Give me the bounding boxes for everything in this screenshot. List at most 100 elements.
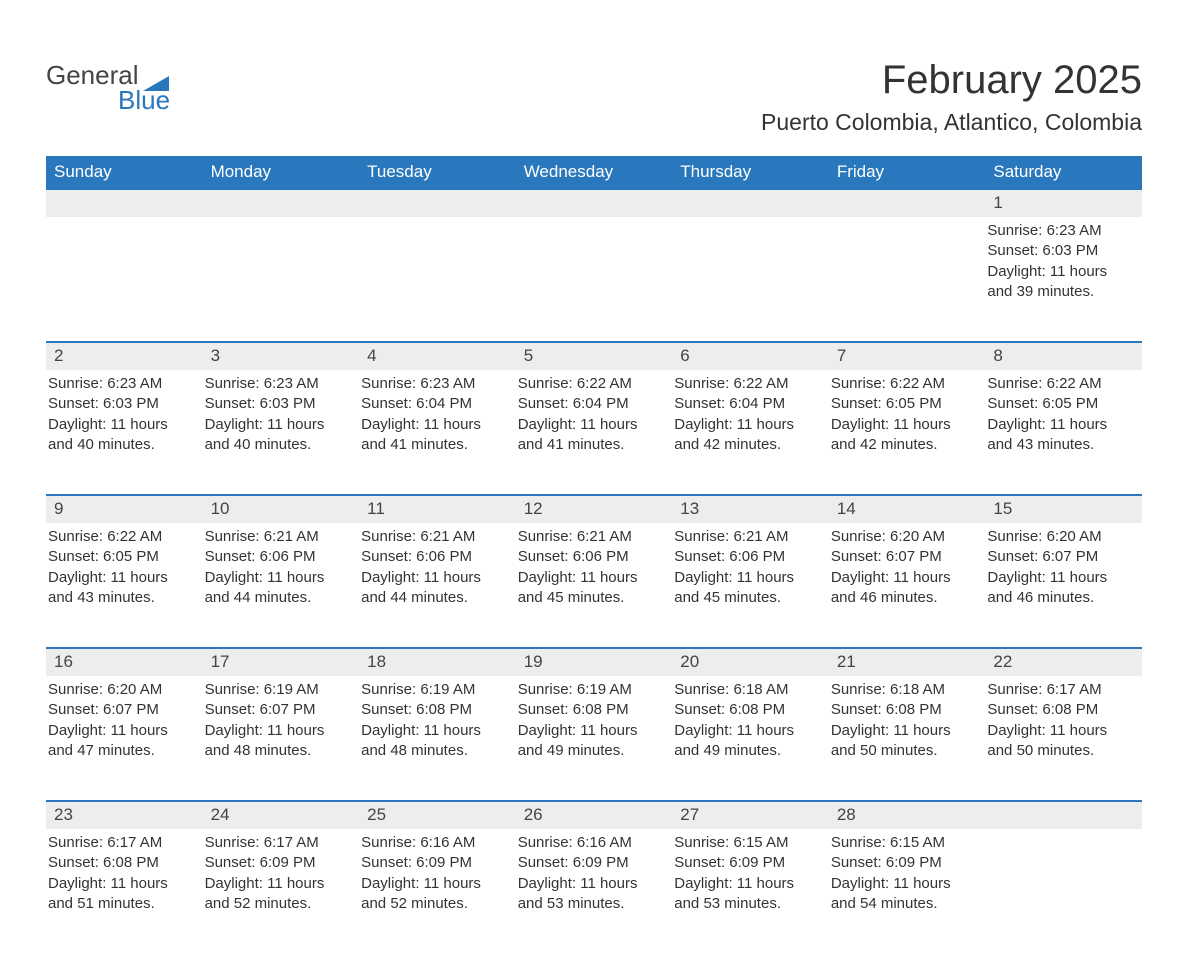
sunset-text: Sunset: 6:08 PM: [831, 700, 980, 720]
empty-day-detail: [672, 217, 829, 323]
weekday-header: Saturday: [985, 156, 1142, 188]
empty-day-detail: [829, 217, 986, 323]
daylight-text-line2: and 45 minutes.: [674, 588, 823, 608]
day-number: 1: [985, 190, 1142, 217]
sunrise-text: Sunrise: 6:16 AM: [518, 833, 667, 853]
day-detail: Sunrise: 6:22 AMSunset: 6:04 PMDaylight:…: [516, 370, 673, 476]
daylight-text-line2: and 40 minutes.: [48, 435, 197, 455]
daylight-text-line2: and 50 minutes.: [831, 741, 980, 761]
weekday-header: Tuesday: [359, 156, 516, 188]
sunset-text: Sunset: 6:08 PM: [48, 853, 197, 873]
month-title: February 2025: [761, 58, 1142, 103]
day-detail-row: Sunrise: 6:17 AMSunset: 6:08 PMDaylight:…: [46, 829, 1142, 935]
weekday-header: Friday: [829, 156, 986, 188]
day-number: 28: [829, 802, 986, 829]
day-detail: Sunrise: 6:17 AMSunset: 6:09 PMDaylight:…: [203, 829, 360, 935]
day-detail: Sunrise: 6:20 AMSunset: 6:07 PMDaylight:…: [829, 523, 986, 629]
day-number: 4: [359, 343, 516, 370]
empty-day-number: [46, 190, 203, 217]
daylight-text-line2: and 41 minutes.: [361, 435, 510, 455]
sunrise-text: Sunrise: 6:21 AM: [361, 527, 510, 547]
sunrise-text: Sunrise: 6:21 AM: [205, 527, 354, 547]
daylight-text-line1: Daylight: 11 hours: [205, 568, 354, 588]
location-subtitle: Puerto Colombia, Atlantico, Colombia: [761, 109, 1142, 136]
day-detail: Sunrise: 6:17 AMSunset: 6:08 PMDaylight:…: [46, 829, 203, 935]
day-detail: Sunrise: 6:15 AMSunset: 6:09 PMDaylight:…: [829, 829, 986, 935]
sunset-text: Sunset: 6:06 PM: [518, 547, 667, 567]
sunrise-text: Sunrise: 6:16 AM: [361, 833, 510, 853]
sunset-text: Sunset: 6:09 PM: [674, 853, 823, 873]
sunrise-text: Sunrise: 6:21 AM: [674, 527, 823, 547]
day-number: 6: [672, 343, 829, 370]
daylight-text-line1: Daylight: 11 hours: [987, 721, 1136, 741]
daylight-text-line1: Daylight: 11 hours: [518, 721, 667, 741]
daylight-text-line2: and 49 minutes.: [674, 741, 823, 761]
day-number: 27: [672, 802, 829, 829]
sunset-text: Sunset: 6:09 PM: [518, 853, 667, 873]
sunset-text: Sunset: 6:09 PM: [205, 853, 354, 873]
sunset-text: Sunset: 6:07 PM: [205, 700, 354, 720]
sunset-text: Sunset: 6:03 PM: [205, 394, 354, 414]
daylight-text-line1: Daylight: 11 hours: [48, 415, 197, 435]
sunset-text: Sunset: 6:03 PM: [48, 394, 197, 414]
sunset-text: Sunset: 6:04 PM: [361, 394, 510, 414]
empty-day-detail: [516, 217, 673, 323]
sunrise-text: Sunrise: 6:22 AM: [48, 527, 197, 547]
day-number: 3: [203, 343, 360, 370]
day-detail: Sunrise: 6:20 AMSunset: 6:07 PMDaylight:…: [46, 676, 203, 782]
daylight-text-line1: Daylight: 11 hours: [831, 721, 980, 741]
daylight-text-line1: Daylight: 11 hours: [674, 721, 823, 741]
daylight-text-line1: Daylight: 11 hours: [674, 874, 823, 894]
sunrise-text: Sunrise: 6:19 AM: [361, 680, 510, 700]
day-detail: Sunrise: 6:15 AMSunset: 6:09 PMDaylight:…: [672, 829, 829, 935]
day-number: 8: [985, 343, 1142, 370]
day-number: 20: [672, 649, 829, 676]
calendar-week: 232425262728Sunrise: 6:17 AMSunset: 6:08…: [46, 800, 1142, 935]
calendar-page: General Blue February 2025 Puerto Colomb…: [0, 0, 1188, 955]
week-gap: [46, 323, 1142, 341]
calendar-week: 16171819202122Sunrise: 6:20 AMSunset: 6:…: [46, 647, 1142, 782]
week-gap: [46, 782, 1142, 800]
week-gap: [46, 629, 1142, 647]
calendar-week: 1Sunrise: 6:23 AMSunset: 6:03 PMDaylight…: [46, 188, 1142, 323]
daylight-text-line2: and 51 minutes.: [48, 894, 197, 914]
day-number: 23: [46, 802, 203, 829]
daylight-text-line2: and 54 minutes.: [831, 894, 980, 914]
daylight-text-line1: Daylight: 11 hours: [361, 415, 510, 435]
title-block: February 2025 Puerto Colombia, Atlantico…: [761, 46, 1142, 146]
sunset-text: Sunset: 6:08 PM: [518, 700, 667, 720]
daylight-text-line1: Daylight: 11 hours: [48, 568, 197, 588]
daylight-text-line2: and 46 minutes.: [831, 588, 980, 608]
sunset-text: Sunset: 6:06 PM: [205, 547, 354, 567]
day-detail: Sunrise: 6:21 AMSunset: 6:06 PMDaylight:…: [516, 523, 673, 629]
sunset-text: Sunset: 6:04 PM: [518, 394, 667, 414]
week-gap: [46, 476, 1142, 494]
empty-day-number: [203, 190, 360, 217]
daylight-text-line1: Daylight: 11 hours: [987, 262, 1136, 282]
day-detail: Sunrise: 6:17 AMSunset: 6:08 PMDaylight:…: [985, 676, 1142, 782]
empty-day-detail: [46, 217, 203, 323]
day-detail: Sunrise: 6:23 AMSunset: 6:03 PMDaylight:…: [985, 217, 1142, 323]
daylight-text-line1: Daylight: 11 hours: [674, 568, 823, 588]
sunrise-text: Sunrise: 6:20 AM: [831, 527, 980, 547]
day-number: 22: [985, 649, 1142, 676]
day-detail: Sunrise: 6:19 AMSunset: 6:08 PMDaylight:…: [516, 676, 673, 782]
sunrise-text: Sunrise: 6:19 AM: [205, 680, 354, 700]
sunset-text: Sunset: 6:05 PM: [48, 547, 197, 567]
day-detail: Sunrise: 6:16 AMSunset: 6:09 PMDaylight:…: [359, 829, 516, 935]
sunset-text: Sunset: 6:07 PM: [48, 700, 197, 720]
logo-text-blue: Blue: [118, 85, 170, 116]
day-detail: Sunrise: 6:16 AMSunset: 6:09 PMDaylight:…: [516, 829, 673, 935]
day-number: 5: [516, 343, 673, 370]
empty-day-detail: [203, 217, 360, 323]
sunrise-text: Sunrise: 6:15 AM: [674, 833, 823, 853]
day-number-row: 16171819202122: [46, 649, 1142, 676]
sunset-text: Sunset: 6:03 PM: [987, 241, 1136, 261]
daylight-text-line2: and 53 minutes.: [518, 894, 667, 914]
day-number: 21: [829, 649, 986, 676]
sunset-text: Sunset: 6:06 PM: [674, 547, 823, 567]
day-detail: Sunrise: 6:22 AMSunset: 6:05 PMDaylight:…: [829, 370, 986, 476]
daylight-text-line1: Daylight: 11 hours: [831, 568, 980, 588]
empty-day-number: [359, 190, 516, 217]
sunrise-text: Sunrise: 6:19 AM: [518, 680, 667, 700]
